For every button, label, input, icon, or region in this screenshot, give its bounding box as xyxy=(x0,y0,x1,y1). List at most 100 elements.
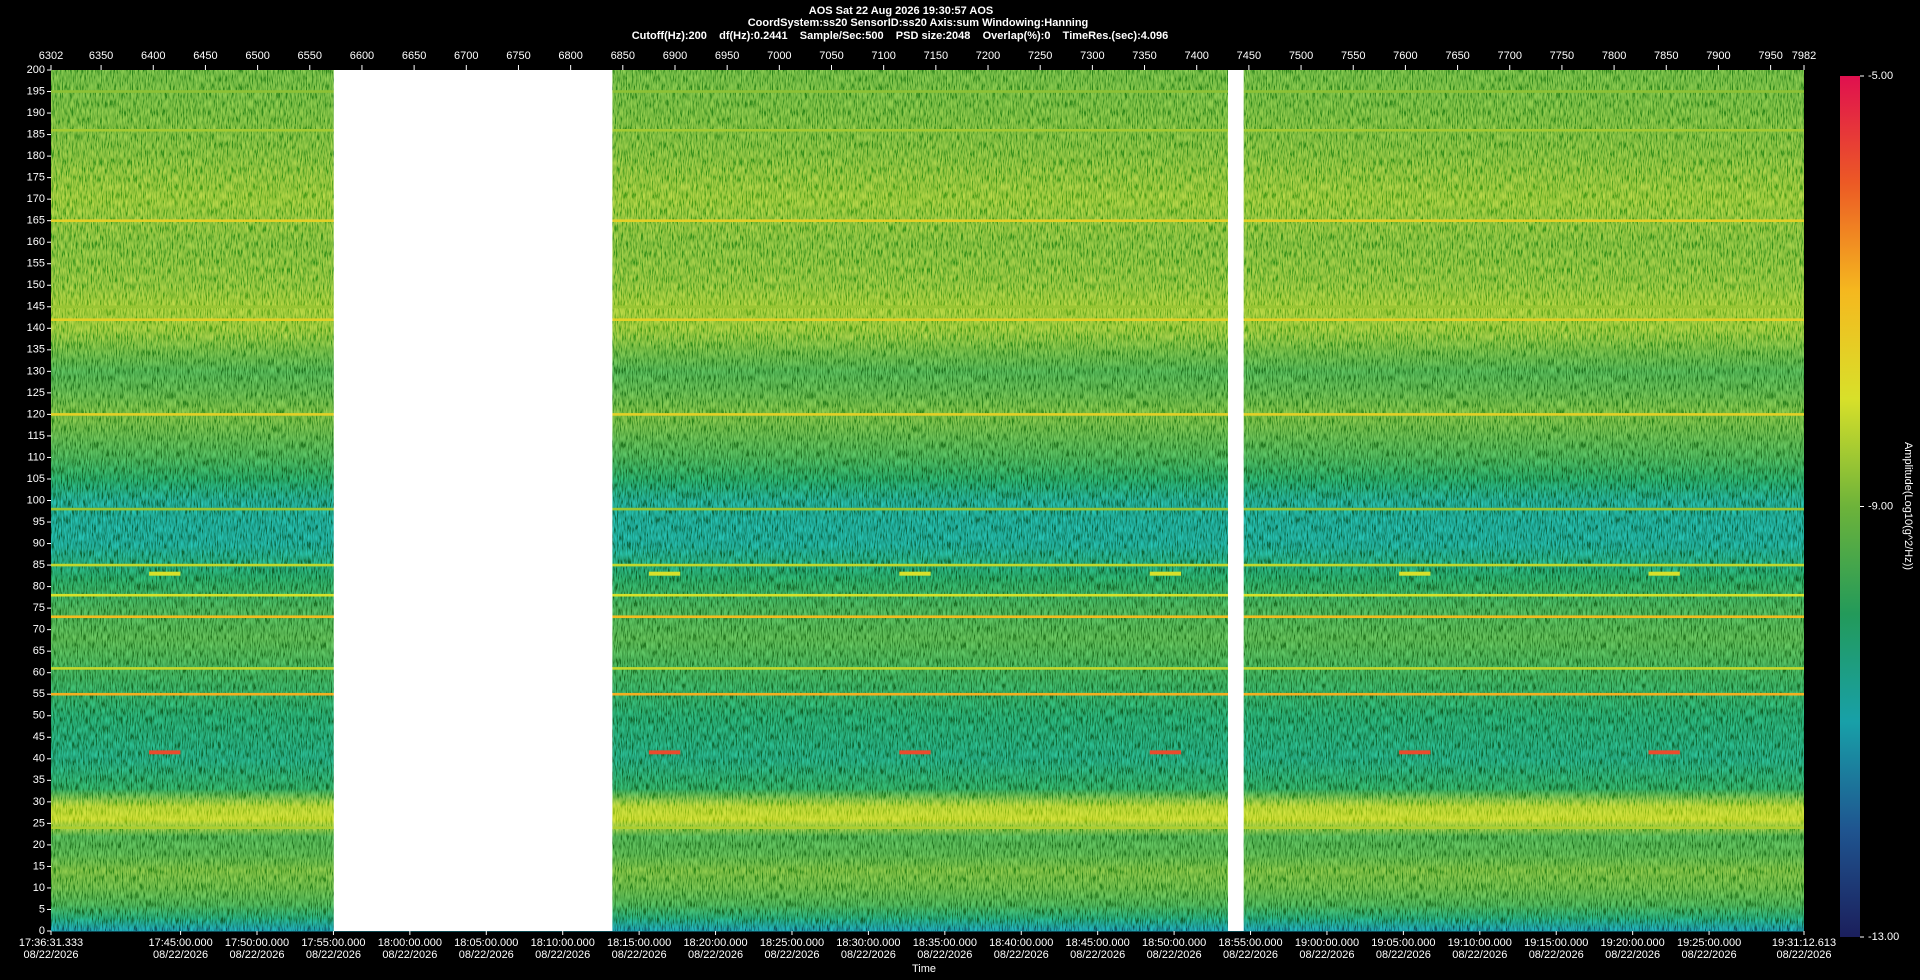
y-tick-label: 85 xyxy=(33,559,45,571)
x-tick-date: 08/22/2026 xyxy=(764,949,819,961)
data-gap xyxy=(1228,70,1244,931)
y-tick-label: 70 xyxy=(33,624,45,636)
x-tick-label: 19:20:00.000 xyxy=(1601,937,1665,949)
settings-line: Cutoff(Hz):200 df(Hz):0.2441 Sample/Sec:… xyxy=(632,30,1169,42)
y-tick-label: 185 xyxy=(27,128,45,140)
x-tick-date: 08/22/2026 xyxy=(1070,949,1125,961)
event-mark xyxy=(648,750,681,755)
x-tick-label: 18:15:00.000 xyxy=(607,937,671,949)
y-tick-label: 55 xyxy=(33,688,45,700)
x-tick-date: 08/22/2026 xyxy=(23,949,78,961)
data-gap xyxy=(333,70,613,931)
spectral-line xyxy=(51,692,1804,696)
spectral-line xyxy=(51,413,1804,416)
x-top-tick-label: 7400 xyxy=(1184,50,1208,62)
y-tick-label: 195 xyxy=(27,85,45,97)
x-top-tick-label: 6900 xyxy=(663,50,687,62)
y-tick-label: 35 xyxy=(33,774,45,786)
x-top-tick-label: 7750 xyxy=(1550,50,1574,62)
spectral-line xyxy=(51,667,1804,670)
y-tick-label: 110 xyxy=(27,451,45,463)
colorbar-label: Amplitude(Log10(g^2/Hz)) xyxy=(1902,442,1914,570)
y-tick-label: 30 xyxy=(33,796,45,808)
x-top-tick-label: 7050 xyxy=(819,50,843,62)
y-tick-label: 100 xyxy=(27,494,45,506)
x-tick-date: 08/22/2026 xyxy=(153,949,208,961)
x-tick-date: 08/22/2026 xyxy=(1147,949,1202,961)
event-mark xyxy=(648,571,681,576)
colorbar xyxy=(1840,76,1860,937)
y-tick-label: 25 xyxy=(33,817,45,829)
x-tick-date: 08/22/2026 xyxy=(612,949,667,961)
x-tick-date: 08/22/2026 xyxy=(1223,949,1278,961)
x-tick-date: 08/22/2026 xyxy=(1605,949,1660,961)
spectral-line xyxy=(51,90,1804,93)
x-top-tick-label: 6302 xyxy=(39,50,63,62)
y-tick-label: 130 xyxy=(27,365,45,377)
event-mark xyxy=(149,750,181,755)
x-top-tick-label: 6650 xyxy=(402,50,426,62)
x-top-tick-label: 6800 xyxy=(558,50,582,62)
x-top-tick-label: 7300 xyxy=(1080,50,1104,62)
y-tick-label: 115 xyxy=(27,430,45,442)
y-tick-label: 170 xyxy=(27,193,45,205)
x-top-tick-label: 6700 xyxy=(454,50,478,62)
chart-title: AOS Sat 22 Aug 2026 19:30:57 AOS xyxy=(809,5,993,17)
x-tick-label: 19:31:12.613 xyxy=(1772,937,1836,949)
x-top-tick-label: 7600 xyxy=(1393,50,1417,62)
x-tick-date: 08/22/2026 xyxy=(459,949,514,961)
x-top-tick-label: 7450 xyxy=(1237,50,1261,62)
y-tick-label: 5 xyxy=(39,903,45,915)
colorbar-tick-label: -9.00 xyxy=(1868,500,1893,512)
spectral-line xyxy=(51,563,1804,567)
event-mark xyxy=(1399,571,1431,576)
noise-texture xyxy=(51,70,1804,931)
x-tick-label: 18:25:00.000 xyxy=(760,937,824,949)
y-tick-label: 125 xyxy=(27,387,45,399)
chart-subtitle: CoordSystem:ss20 SensorID:ss20 Axis:sum … xyxy=(748,17,1089,29)
x-tick-date: 08/22/2026 xyxy=(1682,949,1737,961)
y-tick-label: 190 xyxy=(27,107,45,119)
x-top-tick-label: 7700 xyxy=(1498,50,1522,62)
x-tick-label: 18:50:00.000 xyxy=(1142,937,1206,949)
plot-area xyxy=(51,70,1804,932)
x-top-tick-label: 7550 xyxy=(1341,50,1365,62)
x-top-tick-label: 7800 xyxy=(1602,50,1626,62)
y-tick-label: 20 xyxy=(33,839,45,851)
colorbar-tick-label: -5.00 xyxy=(1868,70,1893,82)
x-top-tick-label: 7650 xyxy=(1445,50,1469,62)
x-tick-label: 18:35:00.000 xyxy=(913,937,977,949)
spectral-line xyxy=(51,615,1804,619)
x-tick-label: 17:55:00.000 xyxy=(301,937,365,949)
colorbar-tick-label: -13.00 xyxy=(1868,931,1899,943)
y-tick-label: 40 xyxy=(33,753,45,765)
x-tick-label: 19:10:00.000 xyxy=(1448,937,1512,949)
x-tick-label: 19:05:00.000 xyxy=(1371,937,1435,949)
y-tick-label: 140 xyxy=(27,322,45,334)
x-top-tick-label: 6450 xyxy=(193,50,217,62)
x-tick-date: 08/22/2026 xyxy=(535,949,590,961)
event-mark xyxy=(1399,750,1431,755)
x-top-tick-label: 7900 xyxy=(1706,50,1730,62)
y-tick-label: 120 xyxy=(27,408,45,420)
y-tick-label: 135 xyxy=(27,344,45,356)
event-mark xyxy=(1149,571,1182,576)
y-tick-label: 145 xyxy=(27,301,45,313)
x-top-tick-label: 6500 xyxy=(245,50,269,62)
y-tick-label: 0 xyxy=(39,925,45,937)
event-mark xyxy=(149,571,181,576)
y-tick-label: 165 xyxy=(27,215,45,227)
y-tick-label: 80 xyxy=(33,581,45,593)
spectral-line xyxy=(51,507,1804,511)
spectral-line xyxy=(51,305,1804,309)
x-top-tick-label: 6400 xyxy=(141,50,165,62)
x-tick-date: 08/22/2026 xyxy=(306,949,361,961)
spectral-line xyxy=(51,318,1804,321)
y-tick-label: 150 xyxy=(27,279,45,291)
x-tick-date: 08/22/2026 xyxy=(1299,949,1354,961)
x-top-tick-label: 7982 xyxy=(1792,50,1816,62)
x-tick-label: 19:25:00.000 xyxy=(1677,937,1741,949)
y-tick-label: 45 xyxy=(33,731,45,743)
y-tick-label: 160 xyxy=(27,236,45,248)
